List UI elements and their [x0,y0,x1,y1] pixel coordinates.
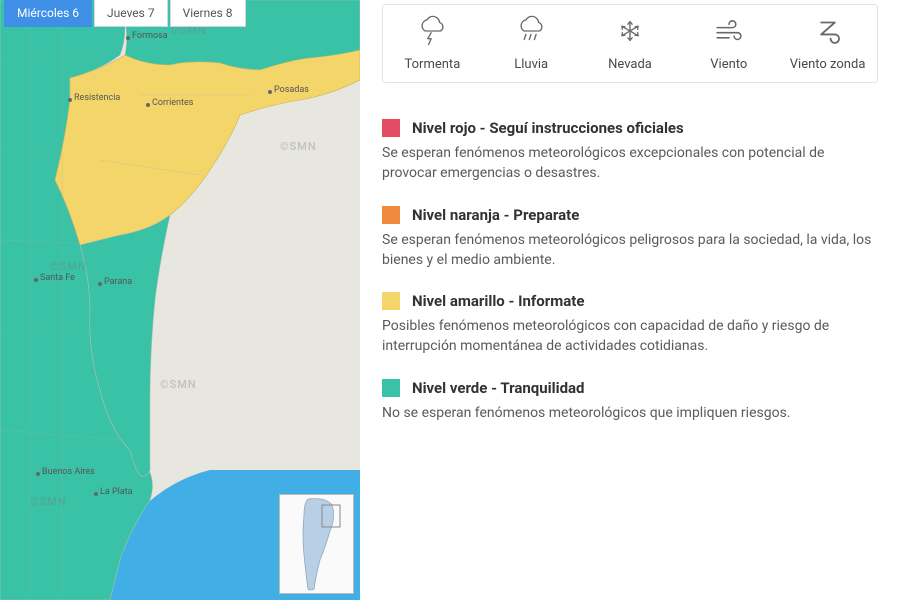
map-panel: Miércoles 6Jueves 7Viernes 8 Formosa Resi… [0,0,360,600]
phenom-label: Viento zonda [790,57,866,72]
level-desc: No se esperan fenómenos meteorológicos q… [382,403,878,423]
city-label: Parana [104,277,132,287]
info-panel: Tormenta Lluvia Nevada Viento Viento zonda N… [360,0,900,600]
alert-levels: Nivel rojo - Seguí instrucciones oficial… [382,119,878,423]
phenom-zonda[interactable]: Viento zonda [778,5,877,82]
city-label: Posadas [274,85,309,95]
level-green: Nivel verde - Tranquilidad No se esperan … [382,379,878,423]
level-yellow: Nivel amarillo - Informate Posibles fenóm… [382,292,878,357]
phenom-label: Nevada [608,57,652,72]
level-desc: Se esperan fenómenos meteorológicos exce… [382,143,878,184]
zonda-icon [811,15,845,51]
watermark: ©SMN [280,140,317,153]
phenom-label: Viento [710,57,747,72]
day-tab-2[interactable]: Viernes 8 [170,0,246,27]
city-dot [268,90,272,94]
storm-icon [415,15,449,51]
phenom-wind[interactable]: Viento [679,5,778,82]
watermark: ©SMN [50,260,87,273]
city-dot [98,282,102,286]
phenomena-row: Tormenta Lluvia Nevada Viento Viento zonda [382,4,878,83]
phenom-label: Tormenta [405,57,461,72]
level-orange: Nivel naranja - Preparate Se esperan fenó… [382,206,878,271]
level-title: Nivel amarillo - Informate [412,292,584,310]
level-red: Nivel rojo - Seguí instrucciones oficial… [382,119,878,184]
level-desc: Se esperan fenómenos meteorológicos peli… [382,230,878,271]
city-dot [36,472,40,476]
phenom-label: Lluvia [514,57,548,72]
phenom-snow[interactable]: Nevada [581,5,680,82]
day-tabs: Miércoles 6Jueves 7Viernes 8 [4,0,246,27]
snow-icon [613,15,647,51]
city-dot [126,36,130,40]
swatch-yellow [382,292,400,310]
city-label: Formosa [132,31,168,41]
day-tab-1[interactable]: Jueves 7 [94,0,168,27]
city-dot [68,98,72,102]
watermark: ©SMN [160,378,197,391]
level-title: Nivel naranja - Preparate [412,206,579,224]
city-label: Corrientes [152,98,193,108]
watermark: ©SMN [30,495,67,508]
minimap-inset[interactable] [279,494,354,594]
day-tab-0[interactable]: Miércoles 6 [4,0,92,27]
city-label: Buenos Aires [42,467,95,477]
rain-icon [514,15,548,51]
swatch-orange [382,206,400,224]
wind-icon [712,15,746,51]
city-label: Resistencia [74,93,120,103]
city-dot [94,492,98,496]
city-label: La Plata [100,487,133,497]
level-title: Nivel rojo - Seguí instrucciones oficial… [412,119,684,137]
level-desc: Posibles fenómenos meteorológicos con ca… [382,316,878,357]
swatch-red [382,119,400,137]
phenom-storm[interactable]: Tormenta [383,5,482,82]
swatch-green [382,379,400,397]
city-dot [146,103,150,107]
city-dot [34,278,38,282]
level-title: Nivel verde - Tranquilidad [412,379,585,397]
phenom-rain[interactable]: Lluvia [482,5,581,82]
city-label: Santa Fe [40,273,75,283]
